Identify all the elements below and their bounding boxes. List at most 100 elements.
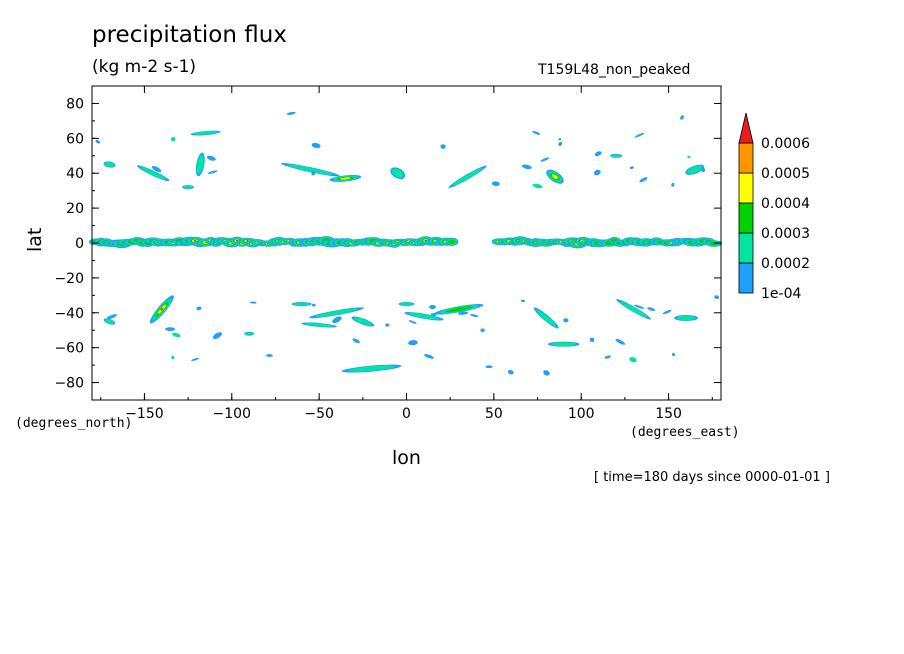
precip-speckle — [558, 138, 562, 141]
precip-speckle — [457, 311, 469, 315]
precip-speckle — [520, 299, 526, 303]
precip-speckle — [604, 355, 611, 359]
storm-track-cell-level-1 — [183, 185, 193, 189]
precip-speckle — [106, 314, 118, 320]
precip-speckle — [589, 337, 595, 343]
storm-track-cell-level-1 — [287, 164, 334, 175]
precip-speckle — [440, 144, 446, 149]
precip-speckle — [286, 111, 296, 115]
colorbar-level-label: 0.0006 — [761, 136, 810, 152]
precip-speckle — [563, 318, 569, 323]
precip-speckle — [491, 181, 500, 186]
storm-track-cell-level-1 — [305, 323, 334, 327]
storm-track-cell-level-1 — [452, 167, 483, 186]
colorbar-level-label: 0.0003 — [761, 226, 810, 242]
colorbar-level-label: 0.0002 — [761, 256, 810, 272]
x-axis-units: (degrees_east) — [630, 425, 740, 440]
y-tick-label: 80 — [66, 96, 84, 112]
precip-speckle — [171, 332, 181, 338]
x-tick-label: −100 — [213, 406, 251, 422]
colorbar-level-label: 1e-04 — [761, 286, 801, 302]
precip-speckle — [151, 166, 162, 173]
precip-speckle — [558, 141, 563, 147]
x-tick-label: −50 — [304, 406, 334, 422]
colorbar-swatch — [738, 172, 754, 204]
itcz-cell-level-5 — [235, 240, 239, 242]
precip-speckle — [671, 182, 675, 187]
precip-speckle — [311, 142, 321, 149]
precip-speckle — [687, 155, 691, 159]
precip-speckle — [662, 309, 672, 315]
y-tick-label: 20 — [66, 201, 84, 217]
precip-speckle — [249, 301, 257, 304]
storm-track-cell-level-1 — [620, 301, 648, 318]
precip-speckle — [212, 332, 223, 339]
storm-track-cell-level-2 — [445, 306, 473, 313]
storm-track-cell-level-1 — [105, 319, 114, 324]
storm-track-cell-level-1 — [193, 131, 218, 135]
x-tick-label: 0 — [402, 406, 411, 422]
storm-track-cell-level-3 — [552, 174, 558, 180]
precip-speckle — [164, 327, 176, 331]
storm-track-cell-level-1 — [676, 315, 696, 321]
colorbar-level-label: 0.0005 — [761, 166, 810, 182]
y-tick-label: 60 — [66, 131, 84, 147]
colorbar-level-label: 0.0004 — [761, 196, 810, 212]
storm-track-cell-level-1 — [196, 155, 204, 174]
precip-speckle — [593, 169, 601, 176]
precip-speckle — [352, 338, 360, 344]
precip-speckle — [485, 365, 493, 369]
precip-speckle — [95, 140, 101, 144]
precip-speckle — [532, 130, 541, 135]
x-axis-label: lon — [392, 447, 421, 469]
precip-speckle — [480, 328, 485, 333]
precip-speckle — [629, 356, 637, 363]
y-tick-label: −60 — [54, 341, 84, 357]
precip-speckle — [521, 164, 532, 170]
precip-speckle — [311, 303, 316, 307]
colorbar-swatch — [738, 142, 754, 174]
precip-speckle — [430, 313, 437, 317]
precip-speckle — [196, 306, 202, 311]
precip-speckle — [532, 183, 543, 189]
x-tick-label: −150 — [125, 406, 163, 422]
storm-track-cell-level-1 — [392, 168, 404, 178]
storm-track-cell-level-1 — [687, 165, 703, 174]
chart-units: (kg m-2 s-1) — [92, 57, 197, 77]
y-tick-label: −80 — [54, 376, 84, 392]
colorbar-swatch — [738, 202, 754, 234]
colorbar-swatch — [738, 262, 754, 294]
storm-track-cell-level-1 — [315, 308, 359, 318]
precip-speckle — [615, 338, 626, 345]
precip-speckle — [170, 136, 176, 142]
storm-track-cell-level-1 — [353, 317, 372, 326]
storm-track-cell-level-1 — [293, 302, 310, 306]
x-tick-label: 50 — [485, 406, 503, 422]
precip-speckle — [470, 314, 479, 318]
precip-speckle — [629, 166, 634, 170]
precip-speckle — [332, 316, 342, 324]
storm-track-cell-level-1 — [245, 332, 254, 336]
precip-speckle — [540, 157, 550, 162]
precip-speckle — [647, 307, 656, 312]
run-label: T159L48_non_peaked — [538, 62, 691, 78]
precip-speckle — [171, 355, 175, 360]
precip-speckle — [311, 170, 316, 176]
precip-speckle — [408, 340, 418, 346]
storm-track-cell-level-1 — [551, 342, 577, 347]
y-tick-label: −20 — [54, 271, 84, 287]
precip-speckle — [385, 323, 390, 327]
precip-speckle — [594, 151, 602, 157]
x-tick-label: 150 — [655, 406, 682, 422]
storm-track-cell-level-1 — [611, 154, 621, 158]
precip-speckle — [424, 354, 434, 359]
precip-speckle — [701, 167, 706, 173]
precip-speckle — [634, 132, 645, 138]
storm-track-cell-level-1 — [536, 309, 556, 327]
y-tick-label: −40 — [54, 306, 84, 322]
precip-speckle — [671, 353, 676, 357]
colorbar-swatch — [738, 232, 754, 264]
storm-track-cell-level-1 — [140, 167, 166, 180]
precip-speckle — [507, 369, 514, 375]
